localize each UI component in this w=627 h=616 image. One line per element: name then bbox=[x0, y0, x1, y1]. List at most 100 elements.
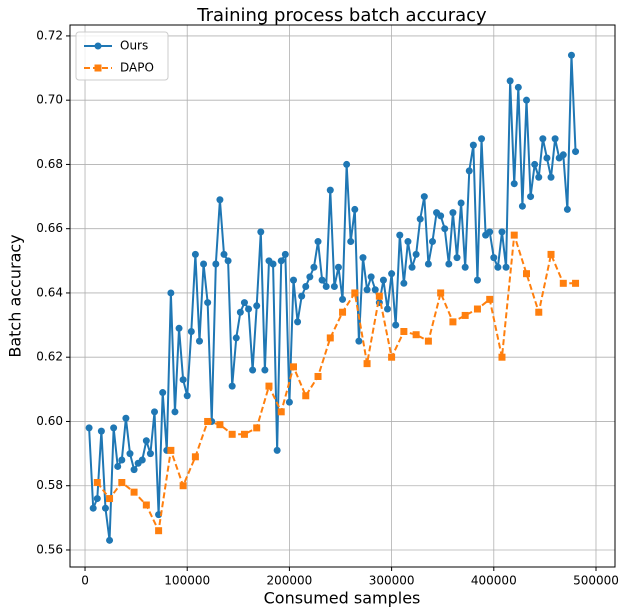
point bbox=[347, 238, 355, 246]
line bbox=[96, 234, 576, 535]
point bbox=[322, 283, 330, 291]
point bbox=[396, 231, 404, 239]
point bbox=[334, 263, 342, 271]
point bbox=[118, 456, 126, 464]
point bbox=[449, 209, 457, 217]
point bbox=[146, 450, 154, 458]
point bbox=[371, 286, 379, 294]
point bbox=[441, 225, 449, 233]
point bbox=[277, 408, 285, 416]
point bbox=[142, 437, 150, 445]
point bbox=[400, 328, 408, 336]
point bbox=[510, 180, 518, 188]
point bbox=[183, 392, 191, 400]
point bbox=[228, 382, 236, 390]
point bbox=[404, 238, 412, 246]
point bbox=[179, 376, 187, 384]
point bbox=[106, 536, 114, 544]
point bbox=[339, 295, 347, 303]
point bbox=[167, 446, 175, 454]
point bbox=[261, 366, 269, 374]
point bbox=[142, 501, 150, 509]
point bbox=[253, 424, 261, 432]
line bbox=[88, 55, 577, 541]
point bbox=[359, 254, 367, 262]
series bbox=[93, 231, 580, 535]
point bbox=[478, 135, 486, 143]
point bbox=[93, 479, 101, 487]
point bbox=[195, 337, 203, 345]
point bbox=[379, 276, 387, 284]
point bbox=[449, 318, 457, 326]
point bbox=[118, 479, 126, 487]
point bbox=[249, 366, 257, 374]
point bbox=[97, 427, 105, 435]
point bbox=[228, 430, 236, 438]
point bbox=[445, 260, 453, 268]
point bbox=[502, 263, 510, 271]
point bbox=[85, 424, 93, 432]
legend-label: Ours bbox=[120, 39, 148, 53]
point bbox=[122, 414, 130, 422]
point bbox=[298, 292, 306, 300]
point bbox=[130, 466, 138, 474]
point bbox=[204, 299, 212, 307]
y-tick-label: 0.60 bbox=[36, 414, 63, 428]
point bbox=[535, 308, 543, 316]
point bbox=[110, 424, 118, 432]
point bbox=[240, 430, 248, 438]
point bbox=[245, 305, 253, 313]
point bbox=[310, 263, 318, 271]
point bbox=[363, 360, 371, 368]
point bbox=[216, 196, 224, 204]
point bbox=[101, 504, 109, 512]
point bbox=[351, 205, 359, 213]
point bbox=[424, 337, 432, 345]
legend-label: DAPO bbox=[120, 61, 154, 75]
point bbox=[200, 260, 208, 268]
point bbox=[318, 276, 326, 284]
point bbox=[232, 334, 240, 342]
point bbox=[285, 398, 293, 406]
y-tick-label: 0.62 bbox=[36, 350, 63, 364]
point bbox=[277, 257, 285, 265]
point bbox=[531, 160, 539, 168]
point bbox=[179, 482, 187, 490]
y-tick-label: 0.70 bbox=[36, 93, 63, 107]
point bbox=[551, 135, 559, 143]
point bbox=[559, 151, 567, 159]
point bbox=[567, 51, 575, 59]
point bbox=[281, 250, 289, 258]
point bbox=[412, 331, 420, 339]
x-tick-label: 400000 bbox=[471, 574, 517, 588]
point bbox=[486, 295, 494, 303]
point bbox=[375, 292, 383, 300]
x-tick-label: 300000 bbox=[369, 574, 415, 588]
series bbox=[85, 51, 580, 544]
point bbox=[457, 199, 465, 207]
point bbox=[486, 228, 494, 236]
y-tick-label: 0.68 bbox=[36, 157, 63, 171]
point bbox=[294, 318, 302, 326]
point bbox=[535, 173, 543, 181]
point bbox=[257, 228, 265, 236]
point bbox=[461, 311, 469, 319]
point bbox=[339, 308, 347, 316]
point bbox=[572, 279, 580, 287]
point bbox=[138, 456, 146, 464]
point bbox=[204, 417, 212, 425]
point bbox=[175, 324, 183, 332]
point bbox=[465, 167, 473, 175]
point bbox=[400, 279, 408, 287]
point bbox=[363, 286, 371, 294]
y-tick-label: 0.66 bbox=[36, 221, 63, 235]
point bbox=[302, 283, 310, 291]
point bbox=[384, 305, 392, 313]
y-tick-label: 0.72 bbox=[36, 28, 63, 42]
point bbox=[130, 488, 138, 496]
plot-frame bbox=[69, 24, 616, 568]
point bbox=[392, 321, 400, 329]
point bbox=[428, 238, 436, 246]
point bbox=[114, 462, 122, 470]
x-tick-label: 100000 bbox=[164, 574, 210, 588]
